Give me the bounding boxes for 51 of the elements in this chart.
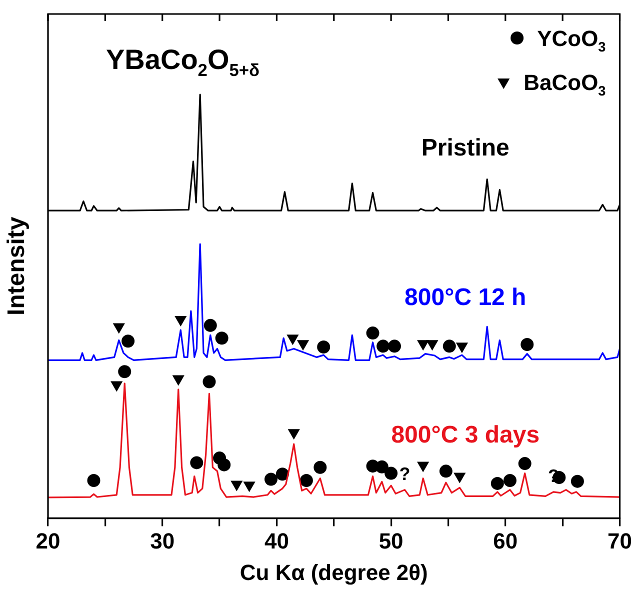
series-label: 800°C 3 days bbox=[391, 421, 540, 448]
point bbox=[417, 462, 429, 472]
point bbox=[174, 316, 186, 326]
point bbox=[264, 472, 278, 486]
point bbox=[113, 323, 125, 334]
point bbox=[215, 332, 228, 345]
point bbox=[375, 460, 388, 474]
point bbox=[122, 334, 135, 348]
x-tick-label: 40 bbox=[264, 528, 289, 554]
point bbox=[490, 476, 504, 490]
point bbox=[244, 482, 255, 492]
point bbox=[518, 457, 532, 470]
point bbox=[384, 466, 398, 480]
point bbox=[230, 480, 242, 491]
point bbox=[366, 326, 380, 340]
point bbox=[520, 338, 534, 351]
point bbox=[300, 474, 313, 487]
point bbox=[118, 365, 132, 378]
point bbox=[426, 340, 438, 350]
point bbox=[172, 375, 184, 386]
series-label: Pristine bbox=[421, 134, 510, 162]
x-tick-label: 30 bbox=[150, 528, 175, 554]
point bbox=[218, 458, 231, 472]
point bbox=[456, 342, 468, 353]
x-tick-label: 50 bbox=[378, 528, 404, 554]
point bbox=[376, 340, 390, 353]
point bbox=[417, 340, 429, 350]
point bbox=[287, 334, 298, 345]
annotation: ? bbox=[399, 464, 410, 484]
point bbox=[204, 318, 217, 332]
point bbox=[202, 375, 216, 388]
point bbox=[439, 464, 452, 478]
point bbox=[388, 340, 401, 353]
point bbox=[503, 474, 516, 487]
point bbox=[297, 340, 309, 350]
point bbox=[276, 468, 289, 481]
point bbox=[288, 429, 300, 440]
x-tick-label: 70 bbox=[608, 528, 632, 554]
series-label: 800°C 12 h bbox=[404, 284, 526, 312]
x-tick-label: 20 bbox=[36, 528, 60, 554]
point bbox=[110, 381, 122, 392]
point bbox=[317, 340, 330, 354]
point bbox=[87, 474, 100, 487]
point bbox=[570, 474, 584, 488]
y-axis-title: Intensity bbox=[3, 216, 30, 316]
point bbox=[454, 472, 466, 483]
x-tick-label: 60 bbox=[493, 528, 518, 554]
x-axis-title: Cu Kα (degree 2θ) bbox=[240, 560, 428, 585]
point bbox=[442, 340, 456, 353]
point bbox=[314, 460, 327, 474]
point bbox=[190, 456, 204, 470]
